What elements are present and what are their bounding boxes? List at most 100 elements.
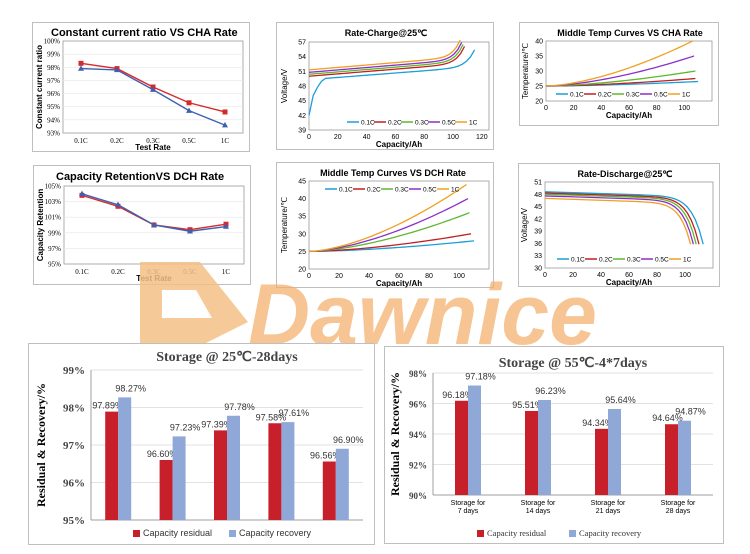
legend-swatch (477, 530, 484, 537)
bar (118, 397, 132, 520)
legend-label: 0.3C (627, 257, 641, 264)
x-tick-label: 20 (335, 273, 343, 280)
legend-label: Capacity recovery (579, 528, 642, 538)
y-axis-label: Voltage/V (520, 207, 529, 242)
legend-label: 0.3C (626, 92, 640, 99)
chart-storage-25-panel: Storage @ 25℃-28days 95% 96% 97% 98% 99% Resid… (28, 343, 375, 545)
x-tick-label: 60 (392, 134, 400, 141)
y-tick-label: 48 (298, 84, 306, 91)
y-axis-label: Residual & Recovery/% (34, 383, 48, 507)
chart-storage-55-panel: Storage @ 55℃-4*7days 90% 92% 94% 96% 98% Resi… (384, 346, 724, 544)
y-tick-label: 98% (47, 64, 60, 72)
y-tick-label: 105% (45, 183, 62, 191)
plot-frame (62, 40, 244, 134)
x-tick-label: 0 (544, 105, 548, 112)
y-tick-label: 99% (47, 51, 60, 59)
legend-swatch (229, 530, 236, 537)
x-tick-label: 80 (425, 273, 433, 280)
y-tick-label: 39 (534, 229, 542, 236)
legend-swatch (133, 530, 140, 537)
legend-label: 0.1C (361, 120, 375, 127)
bar (468, 385, 481, 495)
chart-title: Rate-Discharge@25℃ (578, 169, 673, 179)
legend-label: Capacity residual (487, 528, 547, 538)
data-label: 95.51% (512, 400, 543, 410)
bar (268, 423, 282, 520)
chart-capacity-retention-panel: Capacity RetentionVS DCH Rate 95% 97% 99% 10… (33, 165, 251, 285)
legend-label: 1C (682, 92, 691, 99)
chart-temp-dch-panel: Middle Temp Curves VS DCH Rate 20 25 30 35 40… (276, 162, 494, 288)
x-tick-label: 100 (453, 273, 465, 280)
data-label: 96.90% (333, 435, 364, 445)
chart-capacity-retention: Capacity RetentionVS DCH Rate 95% 97% 99% 10… (36, 171, 245, 283)
x-tick-label: 0.2C (110, 137, 124, 145)
y-tick-label: 98% (409, 369, 427, 379)
chart-rate-charge-panel: Rate-Charge@25℃ 39 42 45 48 51 54 57 0 20 40 60 80 10… (276, 22, 494, 150)
series-curve (308, 233, 472, 253)
bar (335, 448, 349, 520)
data-label: 96.23% (535, 386, 566, 396)
data-point (79, 190, 85, 196)
bar (322, 461, 336, 520)
x-tick-label: 20 (570, 105, 578, 112)
x-axis-label: Capacity/Ah (606, 111, 652, 120)
series-curve (544, 193, 697, 245)
x-tick-label: Storage for (661, 500, 696, 507)
x-tick-label: Storage for (591, 500, 626, 507)
data-point (151, 221, 157, 228)
x-axis-label: Capacity/Ah (606, 278, 652, 287)
x-tick-label: 60 (395, 273, 403, 280)
data-label: 97.61% (279, 408, 310, 418)
y-tick-label: 30 (535, 69, 543, 76)
y-tick-label: 99% (63, 365, 85, 377)
y-tick-label: 57 (298, 40, 306, 47)
data-label: 97.18% (465, 372, 496, 382)
data-point (186, 100, 192, 106)
x-tick-label: 1C (222, 268, 231, 276)
legend-label: Capacity residual (143, 528, 212, 538)
y-tick-label: 45 (534, 204, 542, 211)
y-tick-label: 95% (47, 103, 60, 111)
x-tick-label: 0.3C (146, 137, 160, 145)
x-tick-label: 0 (307, 134, 311, 141)
legend-label: 0.3C (415, 120, 429, 127)
data-label: 94.87% (675, 407, 706, 417)
chart-title: Capacity RetentionVS DCH Rate (56, 171, 224, 183)
legend-label: Capacity recovery (239, 528, 312, 538)
legend-label: 0.2C (598, 92, 612, 99)
x-axis-label: Capacity/Ah (376, 279, 422, 288)
data-point (222, 109, 228, 115)
y-axis-label: Constant current ratio (35, 45, 44, 129)
x-tick-label: 14 days (526, 508, 551, 515)
series-curve (545, 40, 693, 87)
chart-rate-discharge: Rate-Discharge@25℃ 30 33 36 39 42 45 48 51 0 20 40 6… (520, 169, 714, 287)
x-tick-label: 40 (597, 272, 605, 279)
series-curve (308, 49, 476, 116)
chart-rate-charge: Rate-Charge@25℃ 39 42 45 48 51 54 57 0 20 40 60 80 10… (280, 28, 490, 149)
legend-label: 0.1C (339, 187, 353, 194)
y-tick-label: 96% (47, 90, 60, 98)
series-curve (545, 55, 695, 87)
bar (665, 424, 678, 495)
y-tick-label: 96% (63, 478, 85, 490)
y-tick-label: 36 (534, 241, 542, 248)
series-curve (544, 192, 700, 245)
x-tick-label: 0.5C (182, 137, 196, 145)
y-axis-label: Capacity Retention (36, 189, 45, 262)
data-label: 96.18% (442, 390, 473, 400)
legend-label: 1C (451, 187, 460, 194)
x-tick-label: 0.1C (75, 268, 89, 276)
x-axis-label: Capacity/Ah (376, 140, 422, 149)
data-label: 97.39% (201, 419, 232, 429)
x-tick-label: 20 (569, 272, 577, 279)
data-point (187, 228, 193, 234)
data-point (78, 60, 84, 66)
y-tick-label: 30 (534, 266, 542, 273)
y-tick-label: 35 (535, 54, 543, 61)
series-line (80, 67, 226, 126)
y-tick-label: 35 (298, 214, 306, 221)
legend-swatch (569, 530, 576, 537)
legend-label: 0.3C (395, 187, 409, 194)
y-tick-label: 93% (47, 130, 60, 138)
y-tick-label: 95% (48, 261, 61, 269)
